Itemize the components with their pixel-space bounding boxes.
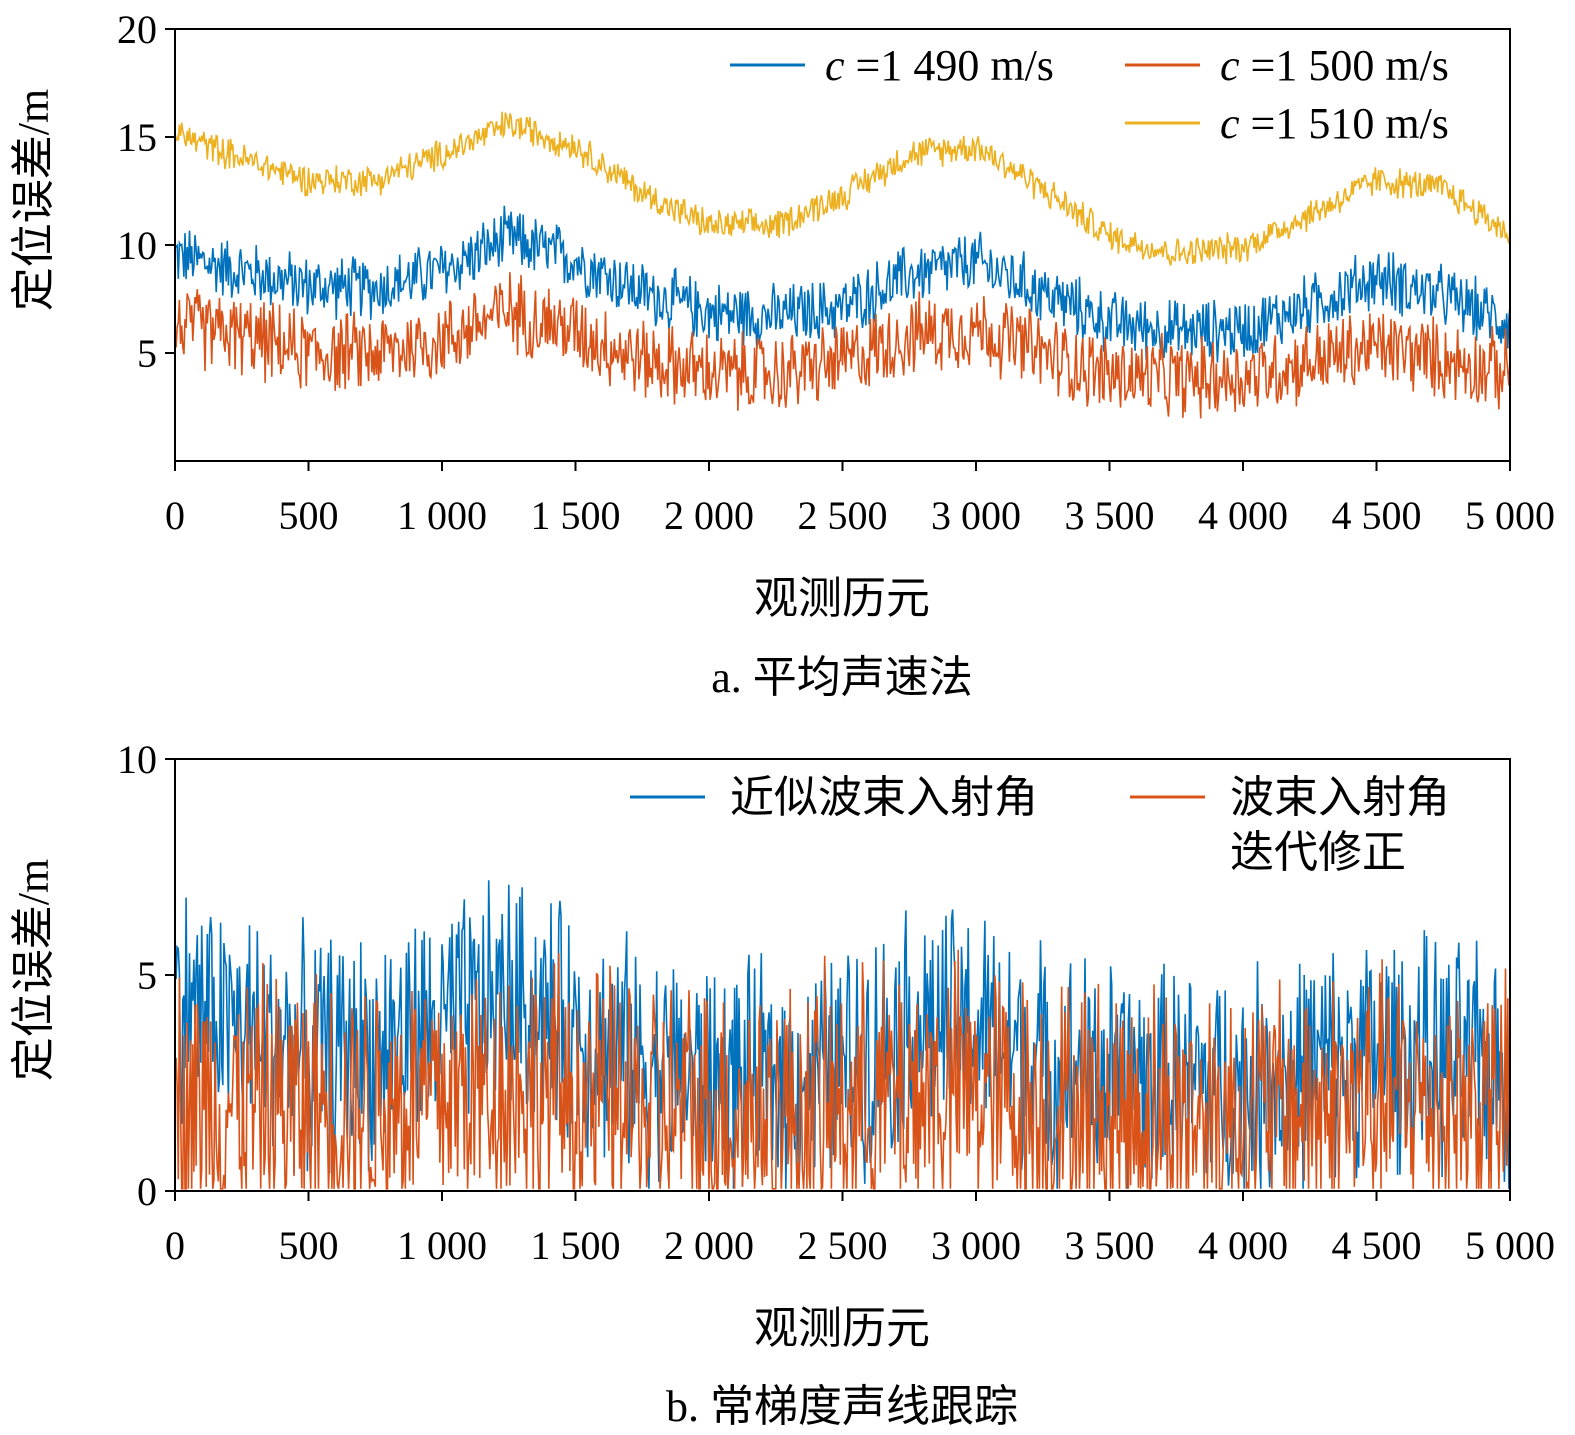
x-tick-label: 4 500 [1332, 493, 1422, 538]
legend-label: 近似波束入射角 [730, 773, 1038, 822]
x-tick-label: 3 500 [1065, 493, 1155, 538]
series-line-1 [174, 205, 1511, 363]
y-tick-label: 5 [137, 953, 157, 998]
x-tick-label: 0 [165, 493, 185, 538]
x-tick-label: 3 000 [931, 1223, 1021, 1268]
plot-area-a [174, 111, 1511, 419]
x-axis-label-a: 观测历元 [754, 574, 930, 623]
x-tick-label: 2 500 [798, 1223, 888, 1268]
y-axis-label-a: 定位误差/m [9, 89, 58, 311]
x-tick-label: 5 000 [1465, 493, 1555, 538]
x-tick-label: 1 500 [531, 493, 621, 538]
y-axis-ticks-a: 5 10 15 20 [117, 7, 175, 376]
y-tick-label: 15 [117, 115, 157, 160]
x-axis-ticks-b: 0 500 1 000 1 500 2 000 2 500 3 000 3 500 4 000 4… [165, 1191, 1555, 1268]
y-tick-label: 20 [117, 7, 157, 52]
x-tick-label: 5 000 [1465, 1223, 1555, 1268]
x-tick-label: 1 000 [397, 1223, 487, 1268]
y-tick-label: 0 [137, 1169, 157, 1214]
y-axis-label-b: 定位误差/m [9, 859, 58, 1081]
x-tick-label: 0 [165, 1223, 185, 1268]
x-tick-label: 500 [279, 1223, 339, 1268]
x-tick-label: 4 000 [1198, 1223, 1288, 1268]
chart-b: 0 500 1 000 1 500 2 000 2 500 3 000 3 500 4 000 4… [9, 737, 1555, 1431]
x-tick-label: 2 000 [664, 1223, 754, 1268]
x-tick-label: 1 000 [397, 493, 487, 538]
x-tick-label: 2 000 [664, 493, 754, 538]
x-axis-label-b: 观测历元 [754, 1304, 930, 1353]
legend-label: c =1 490 m/s [825, 41, 1054, 90]
series-line-2 [174, 272, 1511, 419]
series-line-3 [174, 111, 1511, 266]
legend-label: 迭代修正 [1230, 828, 1406, 877]
y-axis-ticks-b: 0 5 10 [117, 737, 175, 1214]
x-axis-ticks-a: 0 500 1 000 1 500 2 000 2 500 3 000 3 500 4 000 4… [165, 461, 1555, 538]
x-tick-label: 3 000 [931, 493, 1021, 538]
y-tick-label: 10 [117, 223, 157, 268]
legend-label: 波束入射角 [1230, 773, 1450, 822]
caption-a: a. 平均声速法 [711, 653, 973, 702]
caption-b: b. 常梯度声线跟踪 [666, 1382, 1018, 1431]
x-tick-label: 1 500 [531, 1223, 621, 1268]
x-tick-label: 500 [279, 493, 339, 538]
legend-a: c =1 490 m/s c =1 500 m/s c =1 510 m/s [730, 41, 1449, 148]
x-tick-label: 4 500 [1332, 1223, 1422, 1268]
y-tick-label: 5 [137, 331, 157, 376]
x-tick-label: 2 500 [798, 493, 888, 538]
y-tick-label: 10 [117, 737, 157, 782]
series-line-2 [174, 949, 1511, 1192]
legend-label: c =1 510 m/s [1220, 99, 1449, 148]
legend-label: c =1 500 m/s [1220, 41, 1449, 90]
x-tick-label: 3 500 [1065, 1223, 1155, 1268]
chart-a: 0 500 1 000 1 500 2 000 2 500 3 000 3 500 4 000 4… [9, 7, 1555, 702]
x-tick-label: 4 000 [1198, 493, 1288, 538]
plot-frame-a [174, 28, 1511, 462]
plot-area-b [174, 880, 1511, 1192]
